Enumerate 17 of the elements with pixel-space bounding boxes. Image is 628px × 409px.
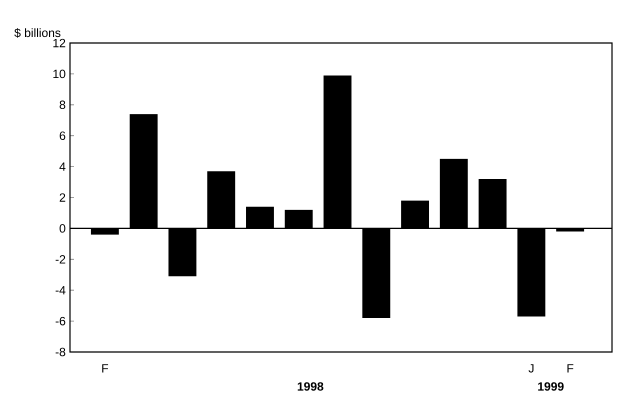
y-tick-label: -8 — [56, 348, 66, 356]
x-tick-label: J — [528, 364, 534, 373]
y-tick-label: 6 — [60, 131, 66, 140]
y-tick-label: -4 — [56, 286, 66, 294]
y-tick-label: -2 — [56, 255, 66, 264]
text: 1998 — [298, 382, 324, 391]
y-tick-label: 12 — [53, 38, 66, 48]
y-tick-label: 0 — [60, 224, 66, 233]
y-tick-label: 2 — [60, 193, 66, 202]
y-tick-label: -6 — [56, 316, 66, 326]
text: 1999 — [538, 382, 564, 391]
x-tick-label: F — [102, 364, 108, 372]
y-axis-title: $ billions — [14, 28, 60, 38]
y-tick-label: 10 — [53, 70, 66, 78]
x-tick-label: F — [567, 364, 574, 372]
y-tick-label: 8 — [60, 100, 66, 110]
y-tick-label: 4 — [59, 162, 66, 171]
